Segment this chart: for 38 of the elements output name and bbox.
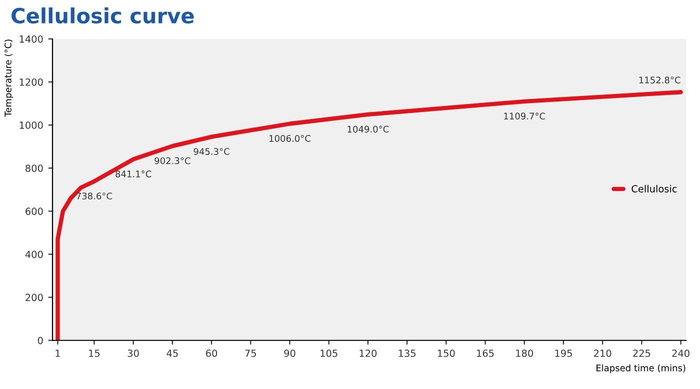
x-tick-label: 15 — [89, 350, 100, 357]
data-label: 1049.0°C — [348, 126, 389, 133]
x-tick-label: 75 — [245, 350, 256, 357]
data-label: 902.3°C — [154, 157, 190, 164]
y-tick-label: 600 — [26, 208, 43, 216]
chart-title: Cellulosic curve — [12, 7, 194, 24]
x-tick-label: 165 — [477, 350, 494, 357]
y-tick-label: 1000 — [20, 122, 43, 129]
legend-label: Cellulosic — [632, 184, 677, 192]
x-tick-label: 60 — [206, 350, 218, 357]
x-tick-label: 150 — [438, 350, 455, 357]
x-tick-label: 135 — [398, 350, 416, 357]
data-label: 945.3°C — [194, 148, 230, 155]
x-tick-label: 1 — [56, 350, 60, 357]
y-axis-title: Temperature (°C) — [4, 40, 14, 117]
data-label: 738.6°C — [76, 192, 112, 200]
x-tick-label: 180 — [516, 350, 533, 357]
x-tick-label: 30 — [128, 350, 139, 357]
x-tick-label: 240 — [672, 350, 690, 357]
y-tick-label: 200 — [26, 294, 43, 302]
x-tick-label: 225 — [633, 350, 650, 357]
y-tick-label: 1400 — [20, 35, 43, 43]
x-tick-label: 105 — [320, 350, 338, 357]
data-label: 841.1°C — [116, 170, 152, 178]
line-series — [56, 90, 683, 340]
x-tick-label: 45 — [166, 350, 178, 357]
y-tick-label: 800 — [26, 164, 43, 172]
y-tick-label: 0 — [38, 336, 43, 344]
x-tick-label: 195 — [555, 350, 572, 357]
y-tick-label: 1200 — [20, 78, 43, 86]
x-tick-label: 90 — [284, 350, 296, 357]
x-tick-label: 210 — [594, 350, 612, 357]
x-axis-title: Elapsed time (mins) — [596, 364, 686, 374]
data-label: 1152.8°C — [639, 76, 680, 84]
data-label: 1006.0°C — [270, 135, 310, 142]
y-tick-label: 400 — [25, 250, 43, 258]
x-tick-label: 120 — [360, 350, 377, 357]
data-label: 1109.7°C — [504, 112, 546, 120]
